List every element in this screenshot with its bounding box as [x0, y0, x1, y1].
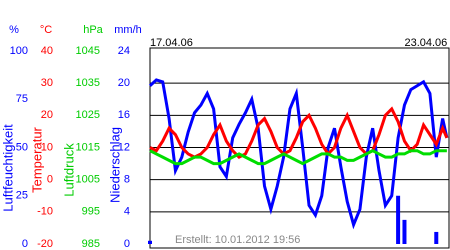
axis-unit: mm/h	[114, 24, 142, 36]
y-tick-label: 1045	[76, 45, 100, 57]
series-line	[149, 149, 447, 166]
created-note: Erstellt: 10.01.2012 19:56	[175, 234, 300, 246]
axis-title: Luftdruck	[61, 143, 76, 197]
precip-bar	[148, 240, 152, 244]
y-tick-label: 1035	[76, 77, 100, 89]
y-tick-label: 75	[16, 93, 28, 105]
y-tick-label: 1005	[76, 174, 100, 186]
y-tick-label: 0	[22, 238, 28, 250]
y-tick-label: 50	[16, 141, 28, 153]
precip-bar	[434, 231, 439, 244]
y-tick-label: 100	[10, 45, 28, 57]
y-tick-label: 40	[41, 45, 53, 57]
y-tick-label: 0	[124, 238, 130, 250]
y-tick-label: -20	[37, 238, 53, 250]
y-tick-label: 12	[118, 141, 130, 153]
y-tick-label: 1025	[76, 109, 100, 121]
axis-title: Niederschlag	[107, 127, 122, 203]
y-tick-label: 20	[41, 109, 53, 121]
y-tick-label: 995	[82, 206, 100, 218]
y-tick-label: 20	[118, 77, 130, 89]
axis-title: Temperatur	[29, 126, 44, 192]
y-tick-label: 10	[41, 141, 53, 153]
axis-title: Luftfeuchtigkeit	[0, 124, 15, 212]
y-tick-label: 24	[118, 45, 130, 57]
precip-bar	[402, 219, 407, 244]
axis-unit: °C	[40, 24, 52, 36]
y-tick-label: 30	[41, 77, 53, 89]
y-tick-label: 4	[124, 206, 130, 218]
precip-bar	[396, 195, 401, 244]
y-tick-label: -10	[37, 206, 53, 218]
axis-unit: hPa	[83, 24, 103, 36]
series-line	[148, 78, 449, 230]
y-tick-label: 8	[124, 174, 130, 186]
series-line	[149, 106, 449, 159]
y-tick-label: 16	[118, 109, 130, 121]
y-tick-label: 25	[16, 190, 28, 202]
axis-unit: %	[9, 24, 19, 36]
y-tick-label: 1015	[76, 141, 100, 153]
x-tick-label: 17.04.06	[150, 37, 193, 49]
y-tick-label: 0	[47, 174, 53, 186]
y-tick-label: 985	[82, 238, 100, 250]
x-tick-label: 23.04.06	[404, 37, 447, 49]
